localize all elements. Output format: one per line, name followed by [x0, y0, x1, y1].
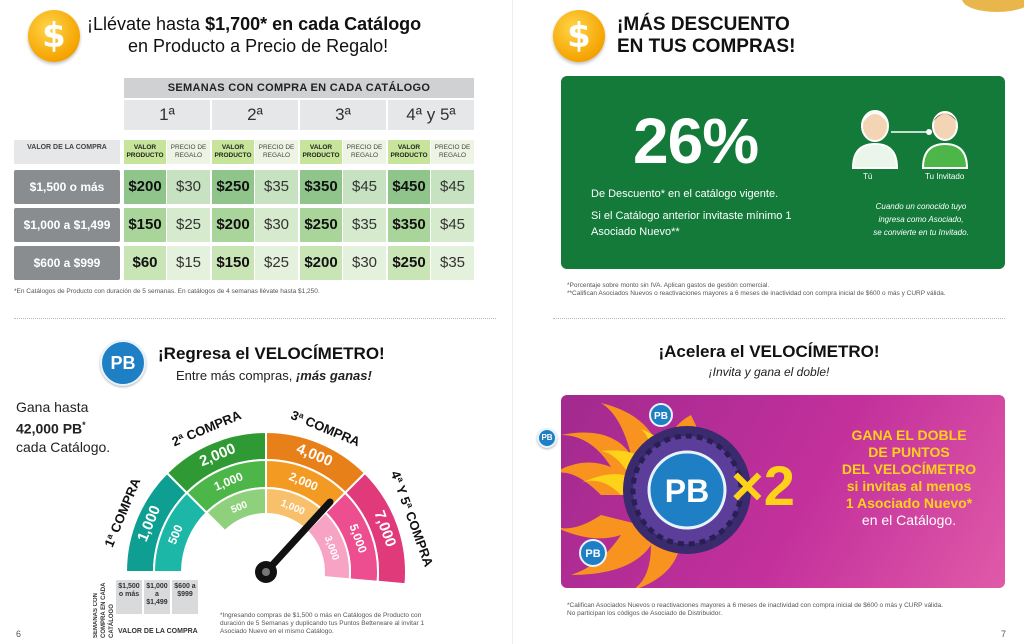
x2-multiplier: ×2: [731, 454, 795, 517]
table-footnote: *En Catálogos de Producto con duración d…: [14, 288, 320, 295]
precio-regalo-subheader: PRECIO DE REGALO: [343, 140, 386, 164]
dollar-coin-icon: $: [28, 10, 80, 62]
pb-wheel-badge: [647, 450, 727, 530]
valor-producto-cell: $200: [300, 246, 342, 280]
right-header-line2: EN TUS COMPRAS!: [617, 36, 796, 57]
precio-regalo-cell: $15: [167, 246, 210, 280]
legend-value-1000: $1,000 a $1,499: [144, 580, 170, 614]
valor-producto-cell: $350: [388, 208, 430, 242]
valor-producto-cell: $60: [124, 246, 166, 280]
gauge-needle-hub-center: [262, 568, 270, 576]
table-title: SEMANAS CON COMPRA EN CADA CATÁLOGO: [124, 78, 474, 98]
week-3-header: 3ª: [300, 100, 386, 130]
right-page: $ ¡MÁS DESCUENTO EN TUS COMPRAS! 26% De …: [512, 0, 1024, 644]
left-header-line1: ¡Llévate hasta $1,700* en cada Catálogo: [87, 14, 422, 34]
discount-line2: Si el Catálogo anterior invitaste mínimo…: [591, 210, 792, 222]
precio-regalo-cell: $30: [255, 208, 298, 242]
precio-regalo-subheader: PRECIO DE REGALO: [167, 140, 210, 164]
acelera-subtitle: ¡Invita y gana el doble!: [708, 365, 830, 379]
precio-regalo-subheader: PRECIO DE REGALO: [255, 140, 298, 164]
label-tu-invitado: Tu Invitado: [925, 172, 965, 181]
valor-producto-subheader: VALOR PRODUCTO: [300, 140, 342, 164]
precio-regalo-cell: $45: [343, 170, 386, 204]
user-icon-invitado: [921, 111, 969, 169]
gana-hasta-text: Gana hasta 42,000 PB* cada Catálogo.: [16, 399, 111, 455]
discount-panel: 26% De Descuento* en el catálogo vigente…: [561, 76, 1005, 269]
precio-regalo-cell: $30: [343, 246, 386, 280]
valor-producto-cell: $250: [388, 246, 430, 280]
section-divider: [14, 318, 496, 319]
discount-percent: 26%: [633, 105, 759, 177]
precio-regalo-subheader: PRECIO DE REGALO: [431, 140, 474, 164]
velocimetro-footnote: *Ingresando compras de $1,500 o más en C…: [220, 612, 425, 635]
precio-regalo-cell: $45: [431, 170, 474, 204]
discount-line3: Asociado Nuevo**: [591, 226, 680, 238]
page-number-right: 7: [1001, 629, 1007, 639]
section-divider: [553, 318, 1005, 319]
precio-regalo-cell: $35: [431, 246, 474, 280]
flames-illustration: PB PB PB: [561, 403, 751, 588]
pb-small-badge-icon: [579, 539, 607, 567]
valor-producto-cell: $450: [388, 170, 430, 204]
left-header-line2: en Producto a Precio de Regalo!: [128, 36, 389, 56]
pb-outside-badge-icon: PB: [537, 428, 557, 448]
pb-badge-icon: PB: [100, 340, 146, 386]
people-illustration: [851, 110, 969, 169]
precio-regalo-cell: $45: [431, 208, 474, 242]
precio-regalo-cell: $35: [343, 208, 386, 242]
pb-small-badge-text: PB: [585, 548, 600, 560]
connector-dot: [926, 129, 932, 135]
valor-compra-header: VALOR DE LA COMPRA: [14, 140, 120, 164]
velocimetro-title: ¡Regresa el VELOCÍMETRO!: [158, 344, 385, 363]
valor-producto-cell: $250: [300, 208, 342, 242]
dollar-coin-icon: $: [553, 10, 605, 62]
valor-producto-subheader: VALOR PRODUCTO: [388, 140, 430, 164]
valor-producto-cell: $150: [212, 246, 254, 280]
user-icon-tu: [851, 110, 899, 169]
week-2-header: 2ª: [212, 100, 298, 130]
precio-regalo-cell: $35: [255, 170, 298, 204]
precio-regalo-cell: $25: [167, 208, 210, 242]
gauge-needle: [262, 498, 334, 576]
precio-regalo-cell: $25: [255, 246, 298, 280]
corner-gold-ornament: [962, 0, 1024, 12]
week-45-header: 4ª y 5ª: [388, 100, 474, 130]
acelera-footnotes: *Califican Asociados Nuevos o reactivaci…: [567, 602, 943, 617]
invitado-note: Cuando un conocido tuyo ingresa como Aso…: [873, 202, 969, 237]
pb-small-badge-icon: [649, 403, 673, 427]
acelera-title: ¡Acelera el VELOCÍMETRO!: [658, 342, 880, 361]
table-row-label: $1,500 o más: [14, 170, 120, 204]
promo-text: GANA EL DOBLE DE PUNTOS DEL VELOCÍMETRO …: [841, 427, 977, 528]
valor-compra-axis-label: VALOR DE LA COMPRA: [118, 628, 198, 635]
valor-producto-cell: $350: [300, 170, 342, 204]
label-tu: Tú: [863, 172, 873, 181]
left-page: $ ¡Llévate hasta $1,700* en cada Catálog…: [14, 10, 496, 639]
valor-producto-subheader: VALOR PRODUCTO: [124, 140, 166, 164]
velocimetro-subtitle: Entre más compras, ¡más ganas!: [176, 368, 372, 383]
pb-wheel-text: PB: [665, 473, 709, 509]
gauge-band: [305, 511, 351, 581]
legend-value-600: $600 a $999: [172, 580, 198, 614]
pb-small-badge-text: PB: [654, 411, 668, 422]
table-row-label: $1,000 a $1,499: [14, 208, 120, 242]
valor-producto-cell: $150: [124, 208, 166, 242]
valor-producto-cell: $250: [212, 170, 254, 204]
valor-producto-cell: $200: [212, 208, 254, 242]
precio-regalo-cell: $30: [167, 170, 210, 204]
right-header-line1: ¡MÁS DESCUENTO: [617, 14, 790, 35]
page-number-left: 6: [16, 629, 22, 639]
discount-footnotes: *Porcentaje sobre monto sin IVA. Aplican…: [567, 282, 946, 297]
table-row-label: $600 a $999: [14, 246, 120, 280]
valor-producto-subheader: VALOR PRODUCTO: [212, 140, 254, 164]
valor-producto-cell: $200: [124, 170, 166, 204]
double-points-panel: PB PB PB ×2 GANA EL DOBLE DE PUNTOS DEL …: [561, 395, 1005, 588]
semanas-axis-label: SEMANAS CON COMPRA EN CADA CATÁLOGO: [93, 582, 115, 638]
legend-value-1500: $1,500 o más: [116, 580, 142, 614]
discount-line1: De Descuento* en el catálogo vigente.: [591, 188, 779, 200]
week-1-header: 1ª: [124, 100, 210, 130]
